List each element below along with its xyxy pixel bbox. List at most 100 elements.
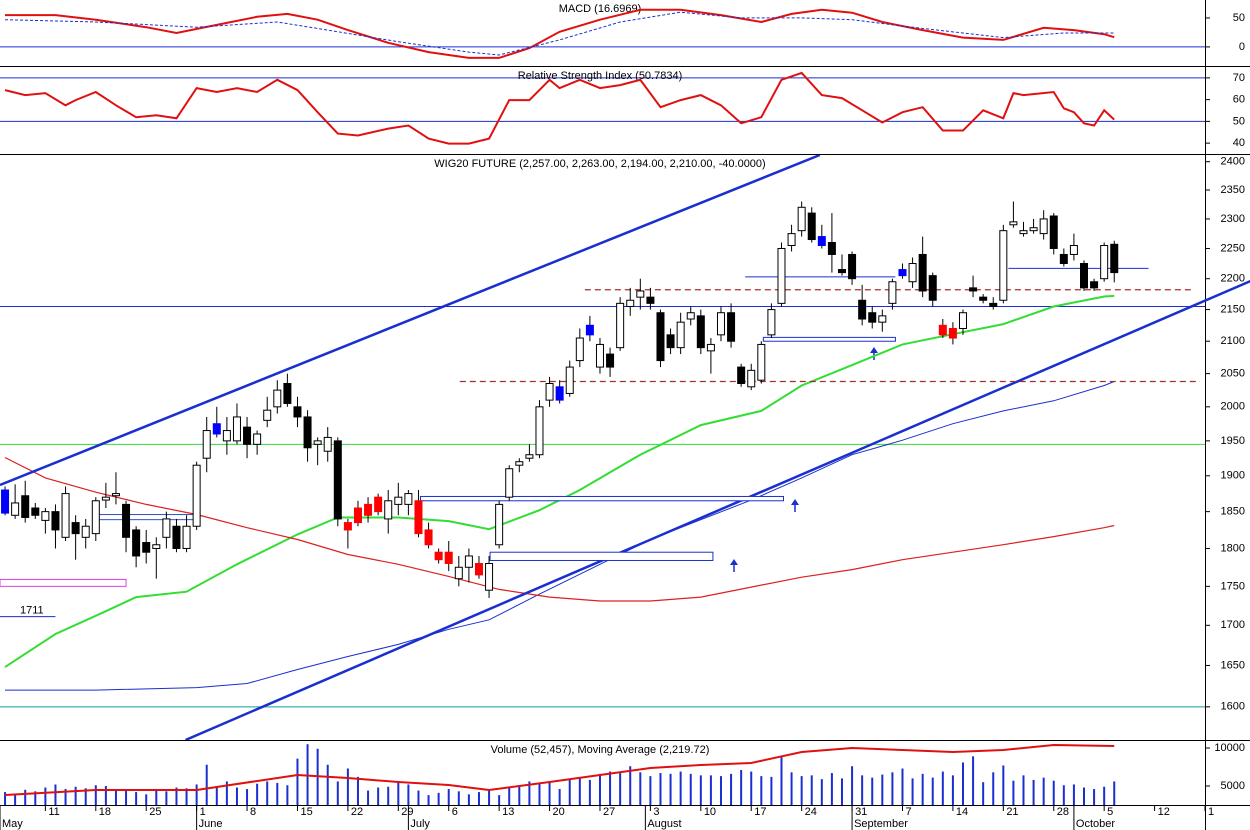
month-label: August (647, 818, 681, 830)
volume-bar (992, 772, 995, 805)
volume-bar (659, 773, 662, 805)
volume-bar (145, 794, 148, 805)
volume-bar (709, 775, 712, 805)
indicator-line (5, 8, 1115, 59)
candle-body (1049, 215, 1058, 249)
volume-bar (104, 785, 107, 805)
volume-bar (800, 776, 803, 805)
candle-body (626, 299, 635, 307)
candle-body (243, 426, 252, 445)
arrow-head (730, 559, 738, 565)
candle-body (837, 269, 846, 274)
candle-body (1039, 218, 1048, 235)
candle-body (111, 493, 120, 497)
candle-body (162, 518, 171, 538)
volume-bar (921, 773, 924, 805)
y-tick-label: 1800 (1221, 542, 1245, 554)
y-tick-label: 2400 (1221, 156, 1245, 168)
candle-body (1019, 230, 1028, 235)
x-tick-label: 28 (1057, 806, 1069, 818)
x-tick-label: 8 (250, 806, 256, 818)
candle-body (11, 502, 20, 516)
volume-bar (266, 781, 269, 805)
candle-body (636, 290, 645, 298)
volume-bar (548, 782, 551, 805)
trend-line (185, 279, 1250, 740)
candle-body (1110, 243, 1119, 274)
volume-bar (155, 790, 158, 805)
volume-bar (1062, 785, 1065, 805)
volume-bar (750, 771, 753, 805)
volume-bar (699, 775, 702, 805)
candle-body (21, 495, 30, 518)
y-tick-label: 1700 (1221, 619, 1245, 631)
volume-bar (508, 786, 511, 805)
candle-body (585, 324, 594, 336)
candle-body (1029, 227, 1038, 232)
candle-body (595, 343, 604, 368)
candle-body (253, 433, 262, 445)
candle-body (827, 242, 836, 255)
volume-bar (417, 790, 420, 805)
volume-bar (639, 772, 642, 805)
x-tick-label: 1 (1208, 806, 1214, 818)
volume-bar (518, 785, 521, 805)
volume-bar (1103, 786, 1106, 805)
candle-body (706, 343, 715, 352)
candle-body (898, 269, 907, 277)
candle-body (656, 312, 665, 362)
candle-body (817, 236, 826, 246)
volume-bar (1082, 787, 1085, 805)
candle-body (666, 334, 675, 349)
month-label: October (1076, 818, 1115, 830)
y-tick-label: 70 (1233, 72, 1245, 84)
candle-body (565, 366, 574, 394)
candle-body (283, 382, 292, 404)
y-tick-label: 2300 (1221, 213, 1245, 225)
volume-bar (568, 779, 571, 805)
volume-bar (1113, 781, 1116, 805)
candle-body (716, 312, 725, 336)
candle-body (474, 562, 483, 576)
y-tick-label: 1850 (1221, 506, 1245, 518)
candle-body (232, 416, 241, 442)
candle-body (31, 507, 40, 516)
candle-body (142, 542, 151, 553)
candle-body (152, 544, 161, 549)
volume-bar (871, 777, 874, 805)
volume-average (4, 743, 1115, 796)
volume-bar (598, 773, 601, 805)
volume-bar (135, 792, 138, 805)
volume-bar (790, 772, 793, 805)
arrows (730, 347, 878, 572)
candle-body (61, 493, 70, 538)
indicator-line (4, 11, 1115, 56)
volume-bar (427, 795, 430, 805)
x-tick-label: 14 (956, 806, 968, 818)
volume-bar (235, 787, 238, 805)
volume-bar (457, 791, 460, 805)
candle-body (1090, 281, 1099, 289)
volume-bar (820, 779, 823, 805)
y-tick-label: 2000 (1221, 401, 1245, 413)
volume-bar (276, 782, 279, 805)
candle-body (727, 312, 736, 342)
candle-body (555, 386, 564, 401)
gap-box (96, 514, 196, 521)
candle-body (71, 522, 80, 535)
candle-body (515, 461, 524, 466)
volume-bar (619, 773, 622, 805)
volume-bar (649, 776, 652, 805)
volume-bar (14, 794, 17, 805)
volume-bar (195, 784, 198, 805)
volume-bar (941, 771, 944, 805)
y-tick-label: 2200 (1221, 273, 1245, 285)
gap-box (419, 495, 785, 502)
x-tick-label: 10 (704, 806, 716, 818)
volume-bar (629, 766, 632, 805)
candle-body (172, 525, 181, 549)
volume-bar (346, 768, 349, 805)
candle-body (616, 302, 625, 349)
